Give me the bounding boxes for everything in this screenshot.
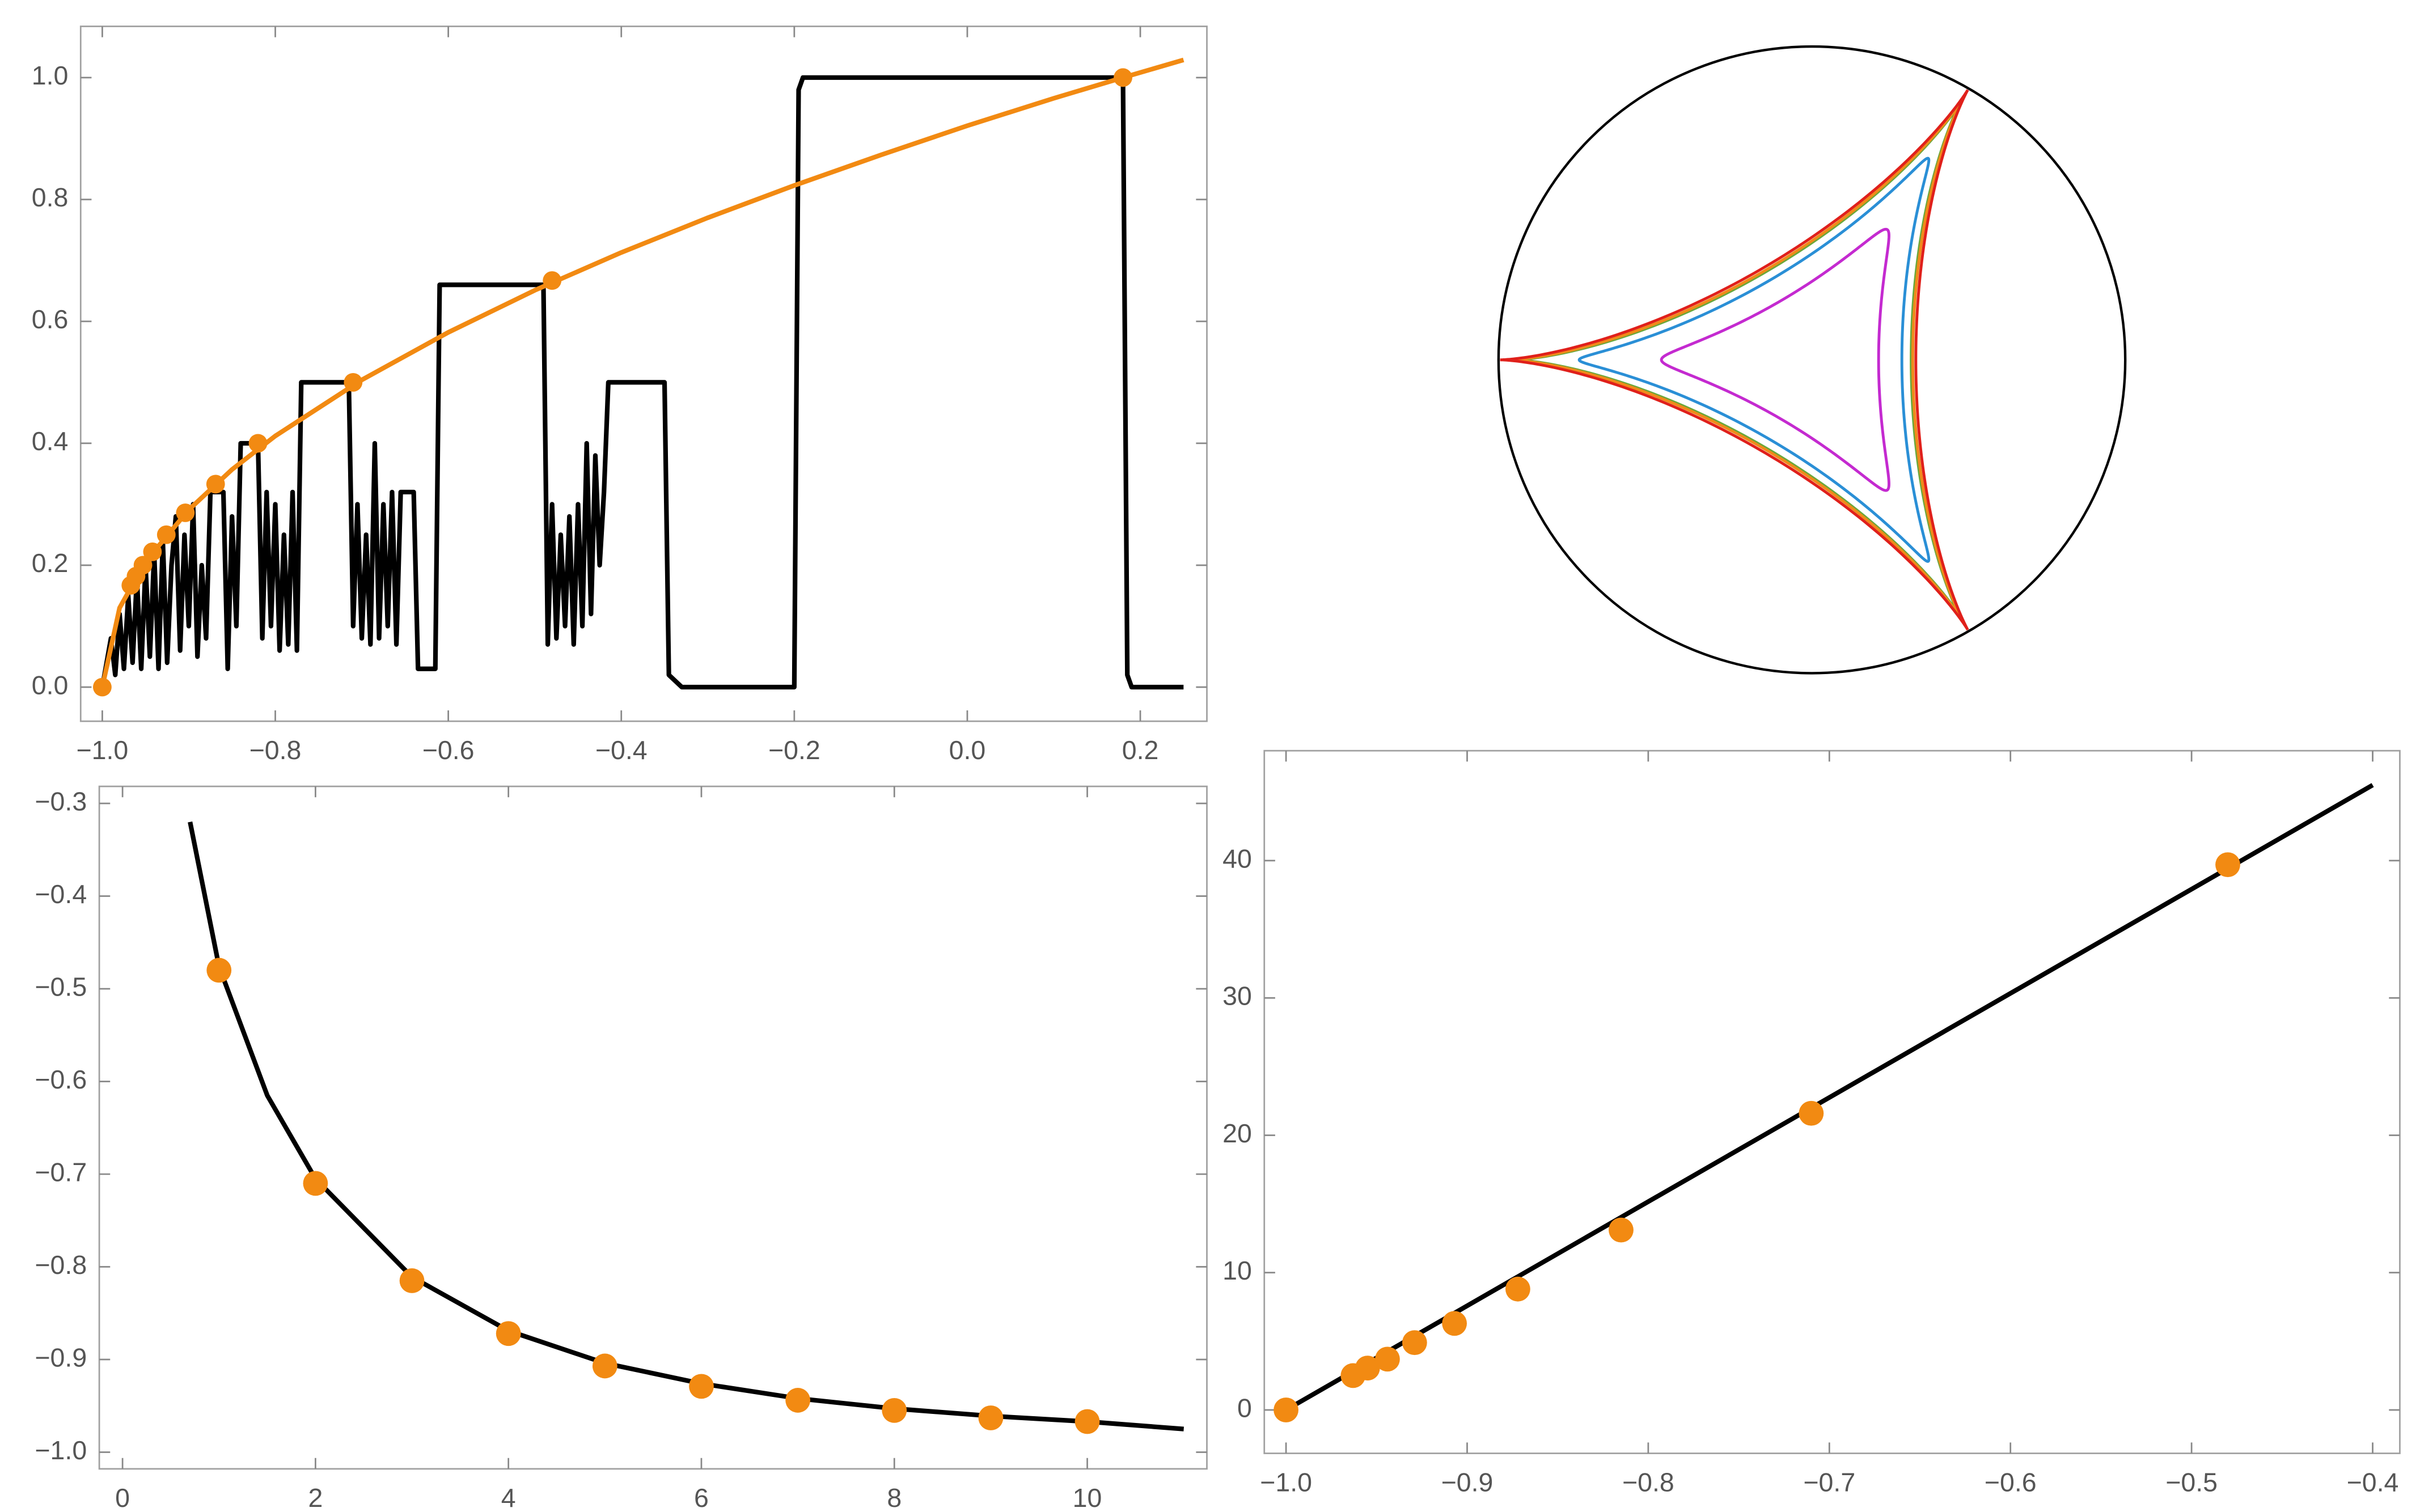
data-point — [543, 271, 562, 290]
x-tick-label: −0.6 — [422, 735, 475, 765]
y-tick-label: −0.8 — [35, 1250, 87, 1280]
x-tick-label: 0.2 — [1122, 735, 1159, 765]
x-tick-label: 0.0 — [949, 735, 986, 765]
y-tick-label: −0.7 — [35, 1157, 87, 1187]
plot-frame — [98, 785, 1208, 1470]
plot-frame — [79, 26, 1208, 722]
data-point — [248, 434, 268, 453]
x-tick-label: −0.2 — [768, 735, 820, 765]
data-point — [1074, 1409, 1100, 1434]
x-tick-label: 0 — [115, 1483, 130, 1512]
figure-content: −1.0 −0.8 −0.6 −0.4 −0.2 0.0 0.2 0.0 0.2 0.4 0.6 0.… — [32, 26, 2401, 1512]
y-tick-label: 1.0 — [32, 61, 69, 90]
data-point — [143, 542, 162, 561]
data-point — [1609, 1217, 1634, 1243]
x-tick-label: 2 — [308, 1483, 323, 1512]
deltoid-curve — [1577, 156, 1931, 563]
data-point — [1402, 1330, 1427, 1356]
data-point — [206, 475, 225, 494]
data-point — [156, 525, 176, 544]
y-tick-label: 0.6 — [32, 304, 69, 334]
data-point — [689, 1374, 714, 1399]
data-point — [92, 677, 112, 697]
y-tick-label: 30 — [1222, 981, 1252, 1011]
y-tick-label: 0.8 — [32, 183, 69, 212]
data-line — [100, 75, 1184, 690]
data-point — [978, 1405, 1004, 1430]
deltoid-curve — [1501, 94, 1966, 626]
y-tick-label: −0.9 — [35, 1342, 87, 1372]
data-point — [1114, 68, 1132, 87]
y-tick-label: −0.4 — [35, 879, 87, 909]
x-tick-label: −0.4 — [2347, 1468, 2399, 1497]
deltoid-diagram — [1500, 89, 1969, 631]
y-tick-label: 0 — [1237, 1393, 1252, 1422]
plot-frame — [1263, 749, 2401, 1454]
x-tick-label: 10 — [1073, 1483, 1102, 1512]
y-tick-label: 0.4 — [32, 426, 69, 456]
y-tick-label: −0.6 — [35, 1065, 87, 1094]
data-point — [882, 1398, 907, 1423]
deltoid-curve — [1514, 101, 1962, 619]
data-point — [2215, 852, 2240, 878]
data-line — [1285, 783, 2374, 1412]
data-point — [1375, 1346, 1400, 1372]
deltoid-curve — [1500, 89, 1969, 631]
y-tick-label: −0.5 — [35, 972, 87, 1001]
data-point — [399, 1268, 425, 1293]
x-tick-label: −0.8 — [1622, 1468, 1674, 1497]
plot: 0 2 4 6 8 10 −0.3 −0.4 −0.5 −0.6 −0.7 −0.8 −0.9 −1.0 — [35, 785, 1208, 1512]
x-tick-label: −0.8 — [249, 735, 302, 765]
x-tick-label: −1.0 — [1260, 1468, 1312, 1497]
data-point — [1442, 1311, 1467, 1336]
data-point — [1505, 1276, 1530, 1302]
plot: −1.0 −0.9 −0.8 −0.7 −0.6 −0.5 −0.4 0 10 20 30 40 — [1222, 749, 2401, 1497]
data-point — [1799, 1100, 1824, 1126]
x-tick-label: −0.4 — [595, 735, 648, 765]
x-tick-label: −1.0 — [77, 735, 129, 765]
x-tick-label: −0.5 — [2165, 1468, 2218, 1497]
data-point — [1355, 1356, 1380, 1380]
x-tick-label: −0.7 — [1803, 1468, 1855, 1497]
x-tick-label: −0.9 — [1441, 1468, 1494, 1497]
data-point — [303, 1171, 328, 1196]
data-line — [100, 57, 1184, 688]
data-point — [785, 1388, 811, 1413]
data-point — [592, 1353, 617, 1379]
data-point — [1274, 1397, 1298, 1422]
deltoid-curve — [1660, 227, 1890, 492]
data-point — [496, 1321, 521, 1346]
x-tick-label: −0.6 — [1985, 1468, 2037, 1497]
data-point — [206, 958, 232, 983]
y-tick-label: −0.3 — [35, 786, 87, 816]
x-tick-label: 8 — [887, 1483, 902, 1512]
disk-boundary — [1497, 45, 2127, 675]
data-point — [344, 372, 363, 392]
y-tick-label: 0.2 — [32, 548, 69, 578]
x-tick-label: 4 — [501, 1483, 516, 1512]
y-tick-label: 40 — [1222, 844, 1252, 873]
x-tick-label: 6 — [694, 1483, 709, 1512]
y-tick-label: −1.0 — [35, 1435, 87, 1465]
plot: −1.0 −0.8 −0.6 −0.4 −0.2 0.0 0.2 0.0 0.2 0.4 0.6 0.… — [32, 26, 1208, 765]
y-tick-label: 10 — [1222, 1256, 1252, 1285]
data-point — [176, 503, 195, 522]
data-point — [133, 556, 153, 575]
y-tick-label: 20 — [1222, 1119, 1252, 1148]
y-tick-label: 0.0 — [32, 670, 69, 700]
